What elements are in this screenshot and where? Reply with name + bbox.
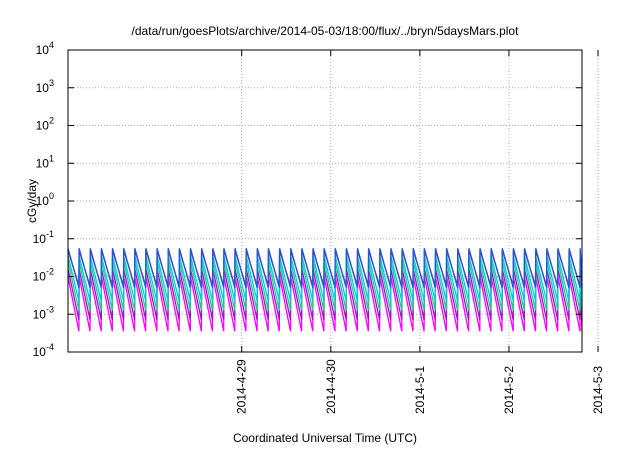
x-tick-label: 2014-4-29	[235, 359, 249, 414]
y-tick-label: 103	[36, 78, 54, 95]
grid	[68, 50, 599, 352]
y-tick-label: 10-1	[33, 229, 54, 246]
x-axis-label: Coordinated Universal Time (UTC)	[233, 431, 417, 445]
series-line	[67, 248, 583, 288]
y-axis: 10-4 10-3 10-2 10-1 100 101 102 103 104	[33, 40, 582, 359]
y-tick-label: 10-2	[33, 267, 54, 284]
x-tick-label: 2014-5-3	[591, 366, 605, 414]
x-tick-label: 2014-4-30	[324, 359, 338, 414]
y-tick-label: 102	[36, 116, 54, 133]
y-tick-label: 104	[36, 40, 54, 57]
x-axis: 2014-4-29 2014-4-30 2014-5-1 2014-5-2 2014-5…	[235, 50, 605, 414]
y-tick-label: 101	[36, 153, 54, 170]
x-tick-label: 2014-5-2	[502, 366, 516, 414]
chart-title: /data/run/goesPlots/archive/2014-05-03/1…	[132, 24, 520, 38]
y-axis-label: cGy/day	[25, 179, 39, 223]
series-group	[67, 248, 583, 332]
y-tick-label: 10-4	[33, 342, 54, 359]
y-tick-label: 10-3	[33, 304, 54, 321]
x-tick-label: 2014-5-1	[413, 366, 427, 414]
y-tick-label: 100	[36, 191, 54, 208]
